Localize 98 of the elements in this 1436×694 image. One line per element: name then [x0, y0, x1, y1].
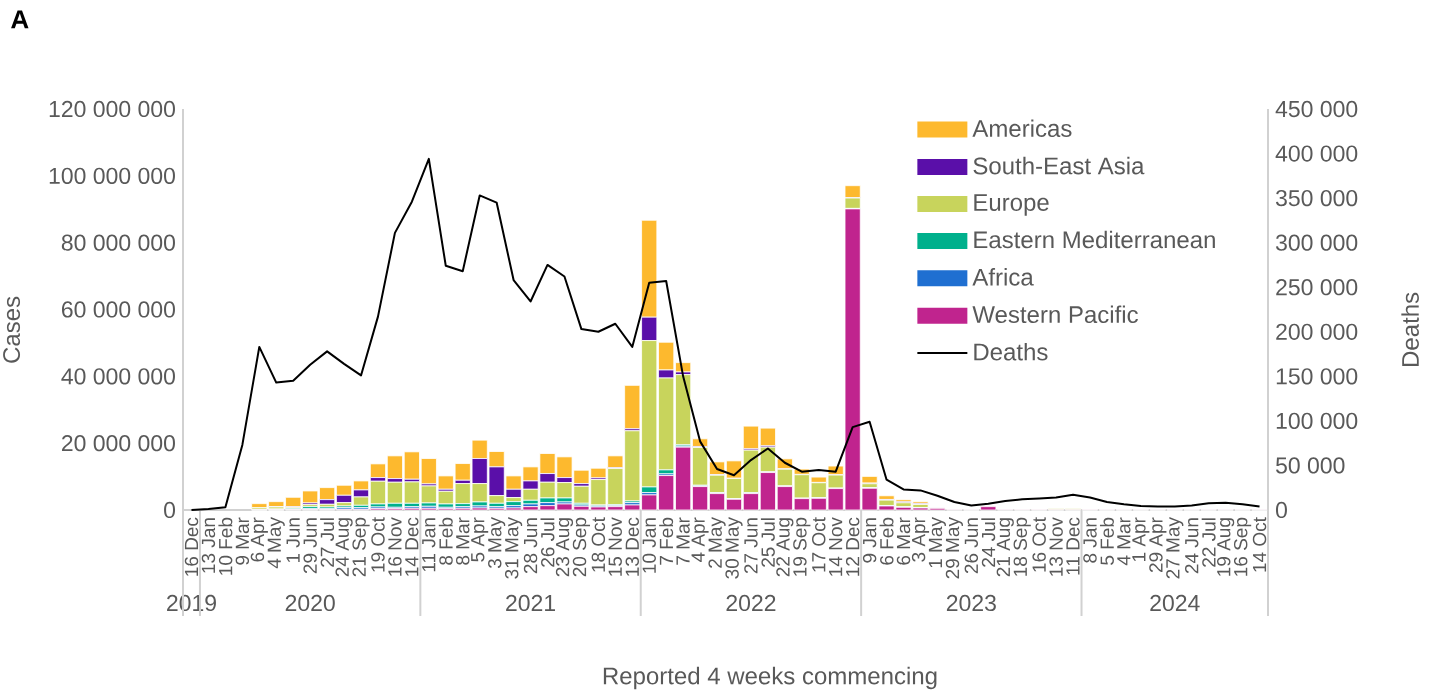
- x-tick-label: 1 May: [928, 517, 946, 568]
- x-tick-label: 1 Jun: [286, 518, 300, 563]
- text: 2023: [946, 594, 996, 612]
- x-tick-label: 3 May: [488, 517, 506, 569]
- y-tick-label: 0: [164, 501, 176, 519]
- legend-label: Europe: [974, 194, 1049, 216]
- x-tick-label: 16 Oct: [1032, 517, 1046, 572]
- x-tick-label: 22 Jul: [1201, 518, 1216, 567]
- legend-label: Americas: [972, 119, 1072, 138]
- x-axis-title: Reported 4 weeks commencing: [603, 666, 937, 690]
- x-tick-label: 1 Apr: [1132, 517, 1150, 562]
- x-tick-label: 28 Jun: [523, 518, 538, 574]
- x-tick-label: 6 Mar: [896, 517, 911, 565]
- y2-tick-label: 0: [1275, 501, 1287, 519]
- x-tick-label: 27 Jun: [744, 518, 758, 574]
- x-tick-label: 8 Mar: [456, 517, 470, 565]
- x-tick-label: 14 Dec: [405, 517, 419, 576]
- y2-tick-label: 350 000: [1275, 189, 1358, 207]
- x-tick-label: 2 May: [708, 517, 726, 568]
- x-tick-label: 27 May: [1166, 517, 1184, 579]
- x-tick-label: 21 Aug: [996, 518, 1014, 577]
- x-tick-label: 26 Jun: [964, 518, 979, 574]
- y2-tick-label: 50 000: [1275, 457, 1345, 474]
- text: 2019: [167, 594, 216, 612]
- x-tick-label: 13 Nov: [1049, 517, 1063, 576]
- x-tick-label: 20 Sep: [572, 517, 591, 577]
- x-tick-label: 19 Aug: [1217, 518, 1235, 576]
- x-tick-label: 29 Jun: [303, 518, 317, 574]
- x-tick-label: 16 Nov: [388, 517, 402, 576]
- y2-tick-label: 450 000: [1275, 100, 1358, 118]
- legend-label: Africa: [972, 268, 1034, 286]
- x-tick-label: 29 May: [945, 517, 963, 579]
- x-tick-label: 12 Dec: [845, 517, 860, 576]
- x-tick-label: 22 Aug: [776, 518, 794, 577]
- x-tick-label: 11 Jan: [422, 518, 436, 572]
- y2-axis-title: Deaths: [1401, 292, 1419, 366]
- x-tick-label: 19 Oct: [371, 517, 385, 572]
- x-tick-label: 18 Oct: [591, 517, 606, 572]
- y2-tick-label: 400 000: [1275, 145, 1358, 162]
- x-tick-label: 16 Dec: [184, 517, 199, 576]
- x-tick-label: 5 Feb: [1099, 517, 1114, 565]
- y2-tick-label: 250 000: [1276, 279, 1358, 296]
- x-tick-label: 30 May: [725, 517, 743, 579]
- x-tick-label: 24 Aug: [335, 518, 353, 577]
- x-tick-label: 18 Sep: [1013, 517, 1031, 576]
- x-tick-label: 6 Feb: [879, 517, 894, 565]
- x-tick-label: 13 Dec: [625, 517, 639, 576]
- y-tick-label: 20 000 000: [61, 435, 175, 452]
- x-tick-label: 25 Jul: [760, 518, 775, 567]
- text: 2022: [726, 594, 776, 612]
- legend-label: Western Pacific: [972, 305, 1138, 324]
- x-tick-label: 23 Aug: [555, 518, 574, 577]
- x-tick-label: 15 Nov: [608, 517, 622, 576]
- y-tick-label: 120 000 000: [49, 100, 175, 118]
- x-tick-label: 29 Apr: [1149, 517, 1167, 573]
- x-tick-label: 4 Apr: [691, 517, 709, 563]
- y-tick-label: 80 000 000: [61, 234, 175, 251]
- text: 2021: [506, 594, 555, 612]
- x-tick-label: 3 Apr: [911, 517, 930, 562]
- x-tick-label: 5 Apr: [471, 517, 489, 562]
- x-tick-label: 13 Jan: [201, 518, 216, 573]
- x-tick-label: 16 Sep: [1233, 517, 1252, 576]
- y2-tick-label: 300 000: [1275, 234, 1358, 251]
- x-tick-label: 7 Feb: [659, 517, 674, 565]
- y2-tick-label: 100 000: [1276, 412, 1358, 430]
- x-tick-label: 14 Nov: [829, 517, 843, 576]
- legend-label: South-East Asia: [973, 156, 1145, 175]
- x-tick-label: 21 Sep: [352, 517, 370, 577]
- x-tick-label: 11 Dec: [1066, 517, 1080, 575]
- x-tick-label: 6 Apr: [250, 517, 268, 562]
- y-tick-label: 60 000 000: [61, 301, 175, 318]
- x-tick-label: 10 Jan: [642, 518, 656, 573]
- x-tick-label: 9 Mar: [235, 517, 250, 565]
- x-tick-label: 24 Jul: [981, 518, 996, 567]
- x-tick-label: 14 Oct: [1252, 517, 1267, 572]
- x-tick-label: 8 Feb: [438, 517, 453, 565]
- y-tick-label: 40 000 000: [61, 368, 175, 385]
- text: 2020: [285, 594, 335, 612]
- x-tick-label: 4 Mar: [1117, 517, 1131, 566]
- x-tick-label: 27 Jul: [320, 518, 335, 567]
- y-tick-label: 100 000 000: [49, 167, 175, 184]
- x-tick-label: 8 Jan: [1083, 518, 1097, 563]
- x-tick-label: 17 Oct: [812, 517, 826, 572]
- y2-tick-label: 200 000: [1276, 323, 1358, 340]
- y-axis-title: Cases: [3, 296, 21, 363]
- x-tick-label: 26 Jul: [540, 518, 555, 567]
- x-tick-label: 24 Jun: [1184, 518, 1199, 574]
- legend-label: Deaths: [974, 342, 1048, 361]
- legend-label: Eastern Mediterranean: [974, 230, 1215, 249]
- x-tick-label: 7 Mar: [676, 517, 690, 565]
- x-tick-label: 31 May: [504, 517, 523, 579]
- chart-title: A: [11, 10, 29, 29]
- x-tick-label: 19 Sep: [793, 517, 811, 576]
- y2-tick-label: 150 000: [1276, 368, 1358, 385]
- x-tick-label: 4 May: [267, 517, 285, 569]
- text: 2024: [1150, 594, 1200, 612]
- x-tick-label: 9 Jan: [862, 518, 877, 563]
- x-tick-label: 10 Feb: [218, 517, 233, 575]
